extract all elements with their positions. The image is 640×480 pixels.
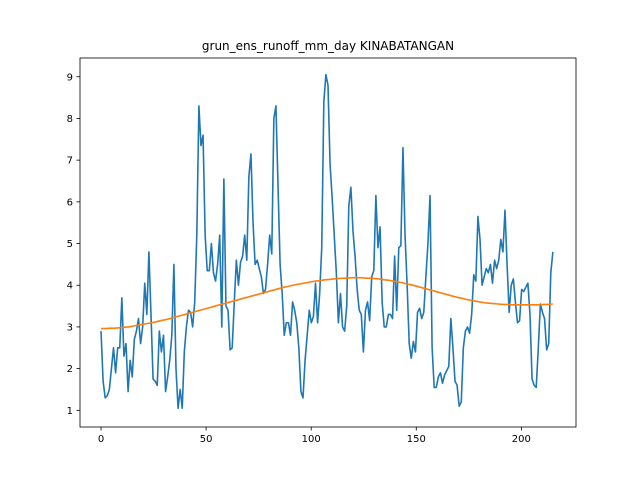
y-tick-label: 7	[67, 156, 73, 167]
y-tick-label: 6	[67, 197, 73, 208]
y-tick-label: 1	[67, 406, 73, 417]
y-tick-label: 8	[67, 114, 73, 125]
x-tick-label: 200	[512, 434, 531, 445]
plot-area	[100, 73, 554, 410]
series-line-smoothed	[101, 276, 553, 330]
y-tick-label: 9	[67, 72, 73, 83]
y-tick-label: 2	[67, 364, 73, 375]
x-tick-label: 50	[200, 434, 213, 445]
x-tick-label: 100	[302, 434, 321, 445]
plot-frame	[79, 57, 577, 428]
y-tick-label: 5	[67, 239, 73, 250]
axes: 0 50 100 150 200 1 2 3 4 5 6 7 8 9	[67, 72, 531, 445]
y-tick-label: 4	[67, 281, 73, 292]
x-tick-label: 0	[98, 434, 104, 445]
chart-title: grun_ens_runoff_mm_day KINABATANGAN	[202, 39, 454, 53]
series-line-observed	[100, 73, 554, 410]
x-tick-label: 150	[407, 434, 426, 445]
y-tick-label: 3	[67, 322, 73, 333]
